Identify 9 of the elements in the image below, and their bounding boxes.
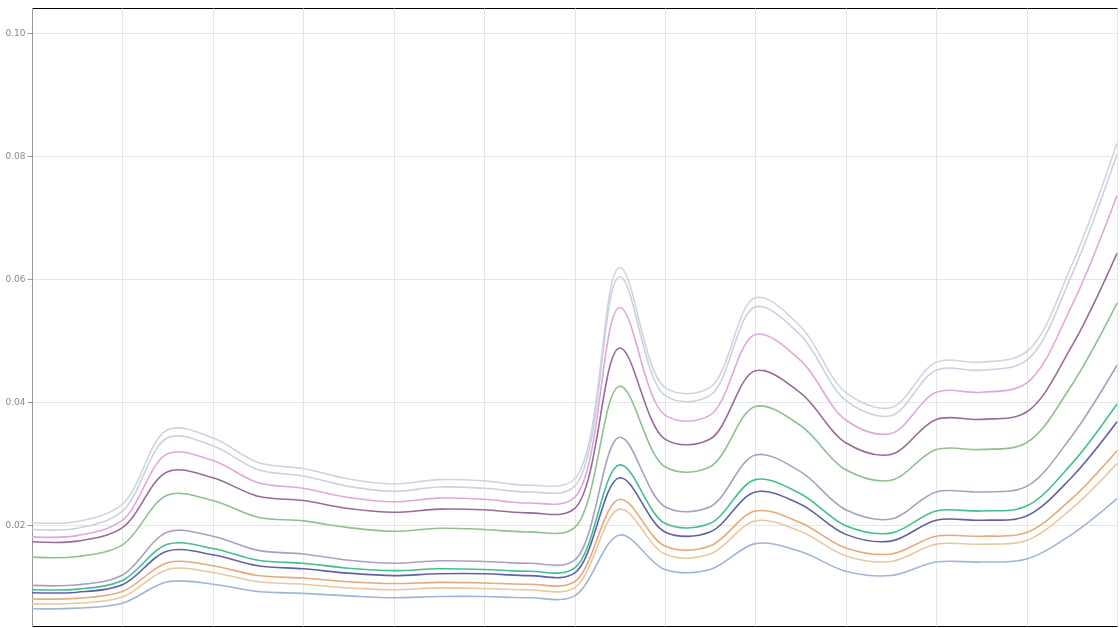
y-tick-label: 0.06	[5, 274, 26, 285]
y-tick-label: 0.02	[5, 520, 26, 531]
line-series	[31, 497, 1118, 610]
y-tick-label: 0.04	[5, 397, 26, 408]
y-tick-label: 0.10	[5, 28, 26, 39]
line-series	[31, 302, 1118, 559]
y-tick-label: 0.08	[5, 151, 26, 162]
line-series	[31, 252, 1118, 544]
line-series	[31, 364, 1118, 587]
